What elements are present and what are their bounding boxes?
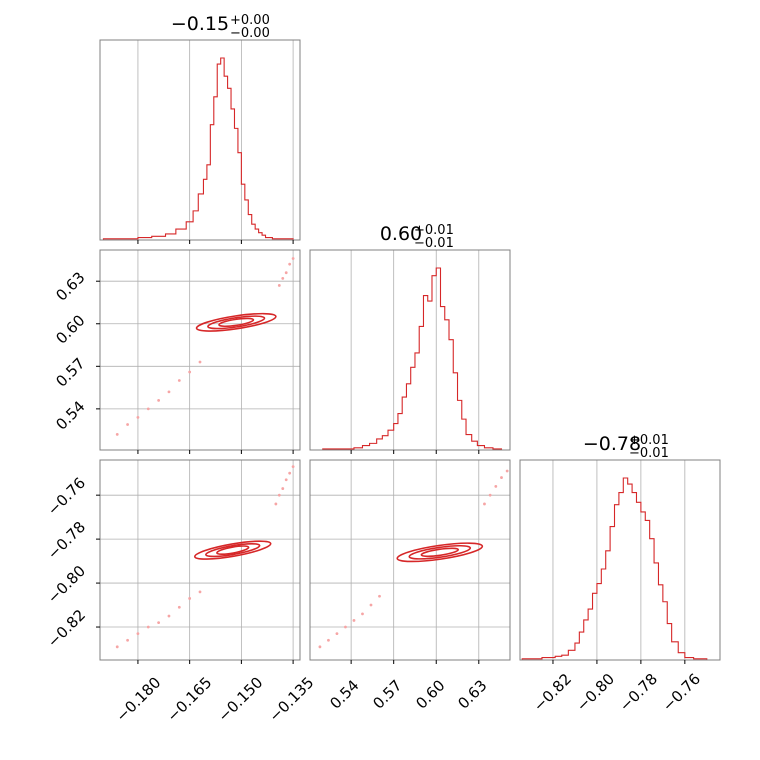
sample-point <box>274 502 278 506</box>
sample-point <box>291 257 295 260</box>
axes-frame <box>519 459 721 661</box>
xtick-label: −0.150 <box>214 673 266 725</box>
sample-point <box>198 360 202 364</box>
xtick-label: −0.180 <box>112 673 164 725</box>
ytick-label: −0.80 <box>44 562 89 607</box>
sample-point <box>327 638 330 642</box>
title-param-2-lower: −0.01 <box>414 236 454 251</box>
axes-frame <box>309 459 511 661</box>
sample-point <box>281 487 285 490</box>
xtick-label: −0.80 <box>573 670 618 715</box>
histogram-param-2: 0.60 +0.01 −0.01 <box>309 223 511 454</box>
sample-point <box>288 471 292 475</box>
sample-point <box>378 594 381 598</box>
axes-frame <box>99 459 301 661</box>
contour <box>218 317 255 328</box>
sample-point <box>157 621 161 625</box>
sample-point <box>288 262 292 266</box>
sample-point <box>483 502 486 506</box>
sample-point <box>157 398 161 402</box>
histogram-step <box>102 57 300 241</box>
sample-point <box>177 605 181 609</box>
xtick-label: 0.63 <box>454 676 490 712</box>
sample-point <box>188 370 192 374</box>
title-param-2: 0.60 <box>380 223 422 245</box>
sample-point <box>335 632 339 636</box>
scatter-param-1-vs-3 <box>96 459 301 664</box>
sample-point <box>500 476 503 479</box>
sample-point <box>167 614 171 618</box>
xtick-label: 0.54 <box>326 676 362 712</box>
sample-point <box>284 271 288 275</box>
sample-point <box>344 625 347 629</box>
sample-point <box>318 645 322 649</box>
scatter-param-1-vs-2: 0.63 0.60 0.57 0.54 <box>52 249 301 454</box>
xtick-label: −0.165 <box>163 673 215 725</box>
xtick-label: −0.78 <box>616 670 661 715</box>
sample-point <box>136 632 140 636</box>
sample-point <box>146 625 150 629</box>
xtick-label: −0.76 <box>659 670 704 715</box>
sample-point <box>177 379 181 382</box>
sample-point <box>126 423 129 426</box>
ytick-label: −0.82 <box>44 606 89 651</box>
sample-point <box>361 612 364 616</box>
sample-point <box>488 493 492 497</box>
contour <box>408 544 472 560</box>
ytick-label: 0.54 <box>52 397 88 433</box>
sample-point <box>115 645 119 649</box>
sample-point <box>277 493 281 497</box>
contour <box>420 547 460 558</box>
sample-point <box>115 432 119 436</box>
sample-point <box>291 465 295 468</box>
title-param-1-lower: −0.00 <box>230 26 270 41</box>
x-tick-labels: −0.180 −0.165 −0.150 −0.135 0.54 0.57 0.… <box>112 670 704 726</box>
xtick-label: 0.57 <box>369 676 405 712</box>
xtick-label: −0.82 <box>530 670 575 715</box>
sample-point <box>494 484 498 488</box>
title-param-1-upper: +0.00 <box>230 13 270 28</box>
title-param-3-lower: −0.01 <box>629 446 669 461</box>
ytick-label: 0.60 <box>52 311 88 347</box>
axes-frame <box>99 249 301 451</box>
contour <box>194 540 272 560</box>
sample-point <box>369 603 373 607</box>
histogram-step <box>311 267 510 451</box>
contour <box>396 542 484 563</box>
histogram-step <box>521 477 720 661</box>
title-param-3: −0.78 <box>583 433 641 455</box>
sample-point <box>505 469 509 473</box>
title-param-1: −0.15 <box>171 13 229 35</box>
ytick-label: −0.76 <box>44 474 89 519</box>
sample-point <box>284 478 288 482</box>
scatter-param-2-vs-3 <box>309 459 511 664</box>
axes-frame <box>99 39 301 241</box>
title-param-2-upper: +0.01 <box>414 223 454 238</box>
ytick-label: −0.78 <box>44 518 89 563</box>
title-param-3-upper: +0.01 <box>629 433 669 448</box>
sample-point <box>136 415 140 419</box>
sample-point <box>188 597 192 600</box>
sample-point <box>126 638 129 642</box>
sample-point <box>198 590 202 594</box>
sample-point <box>281 276 285 280</box>
contour <box>207 315 266 330</box>
axes-frame <box>309 249 511 451</box>
y-tick-labels-bottom: −0.76 −0.78 −0.80 −0.82 <box>44 474 89 651</box>
xtick-label: −0.135 <box>265 673 317 725</box>
sample-point <box>146 407 150 411</box>
contour <box>216 545 250 556</box>
sample-point <box>352 619 356 622</box>
sample-point <box>277 284 281 287</box>
ytick-label: 0.63 <box>52 268 88 304</box>
xtick-label: 0.60 <box>412 676 448 712</box>
sample-point <box>167 390 171 394</box>
histogram-param-1: −0.15 +0.00 −0.00 <box>99 13 301 244</box>
ytick-label: 0.57 <box>52 354 88 390</box>
contour <box>205 542 261 558</box>
histogram-param-3: −0.78 +0.01 −0.01 <box>519 433 721 664</box>
contour <box>195 312 277 332</box>
